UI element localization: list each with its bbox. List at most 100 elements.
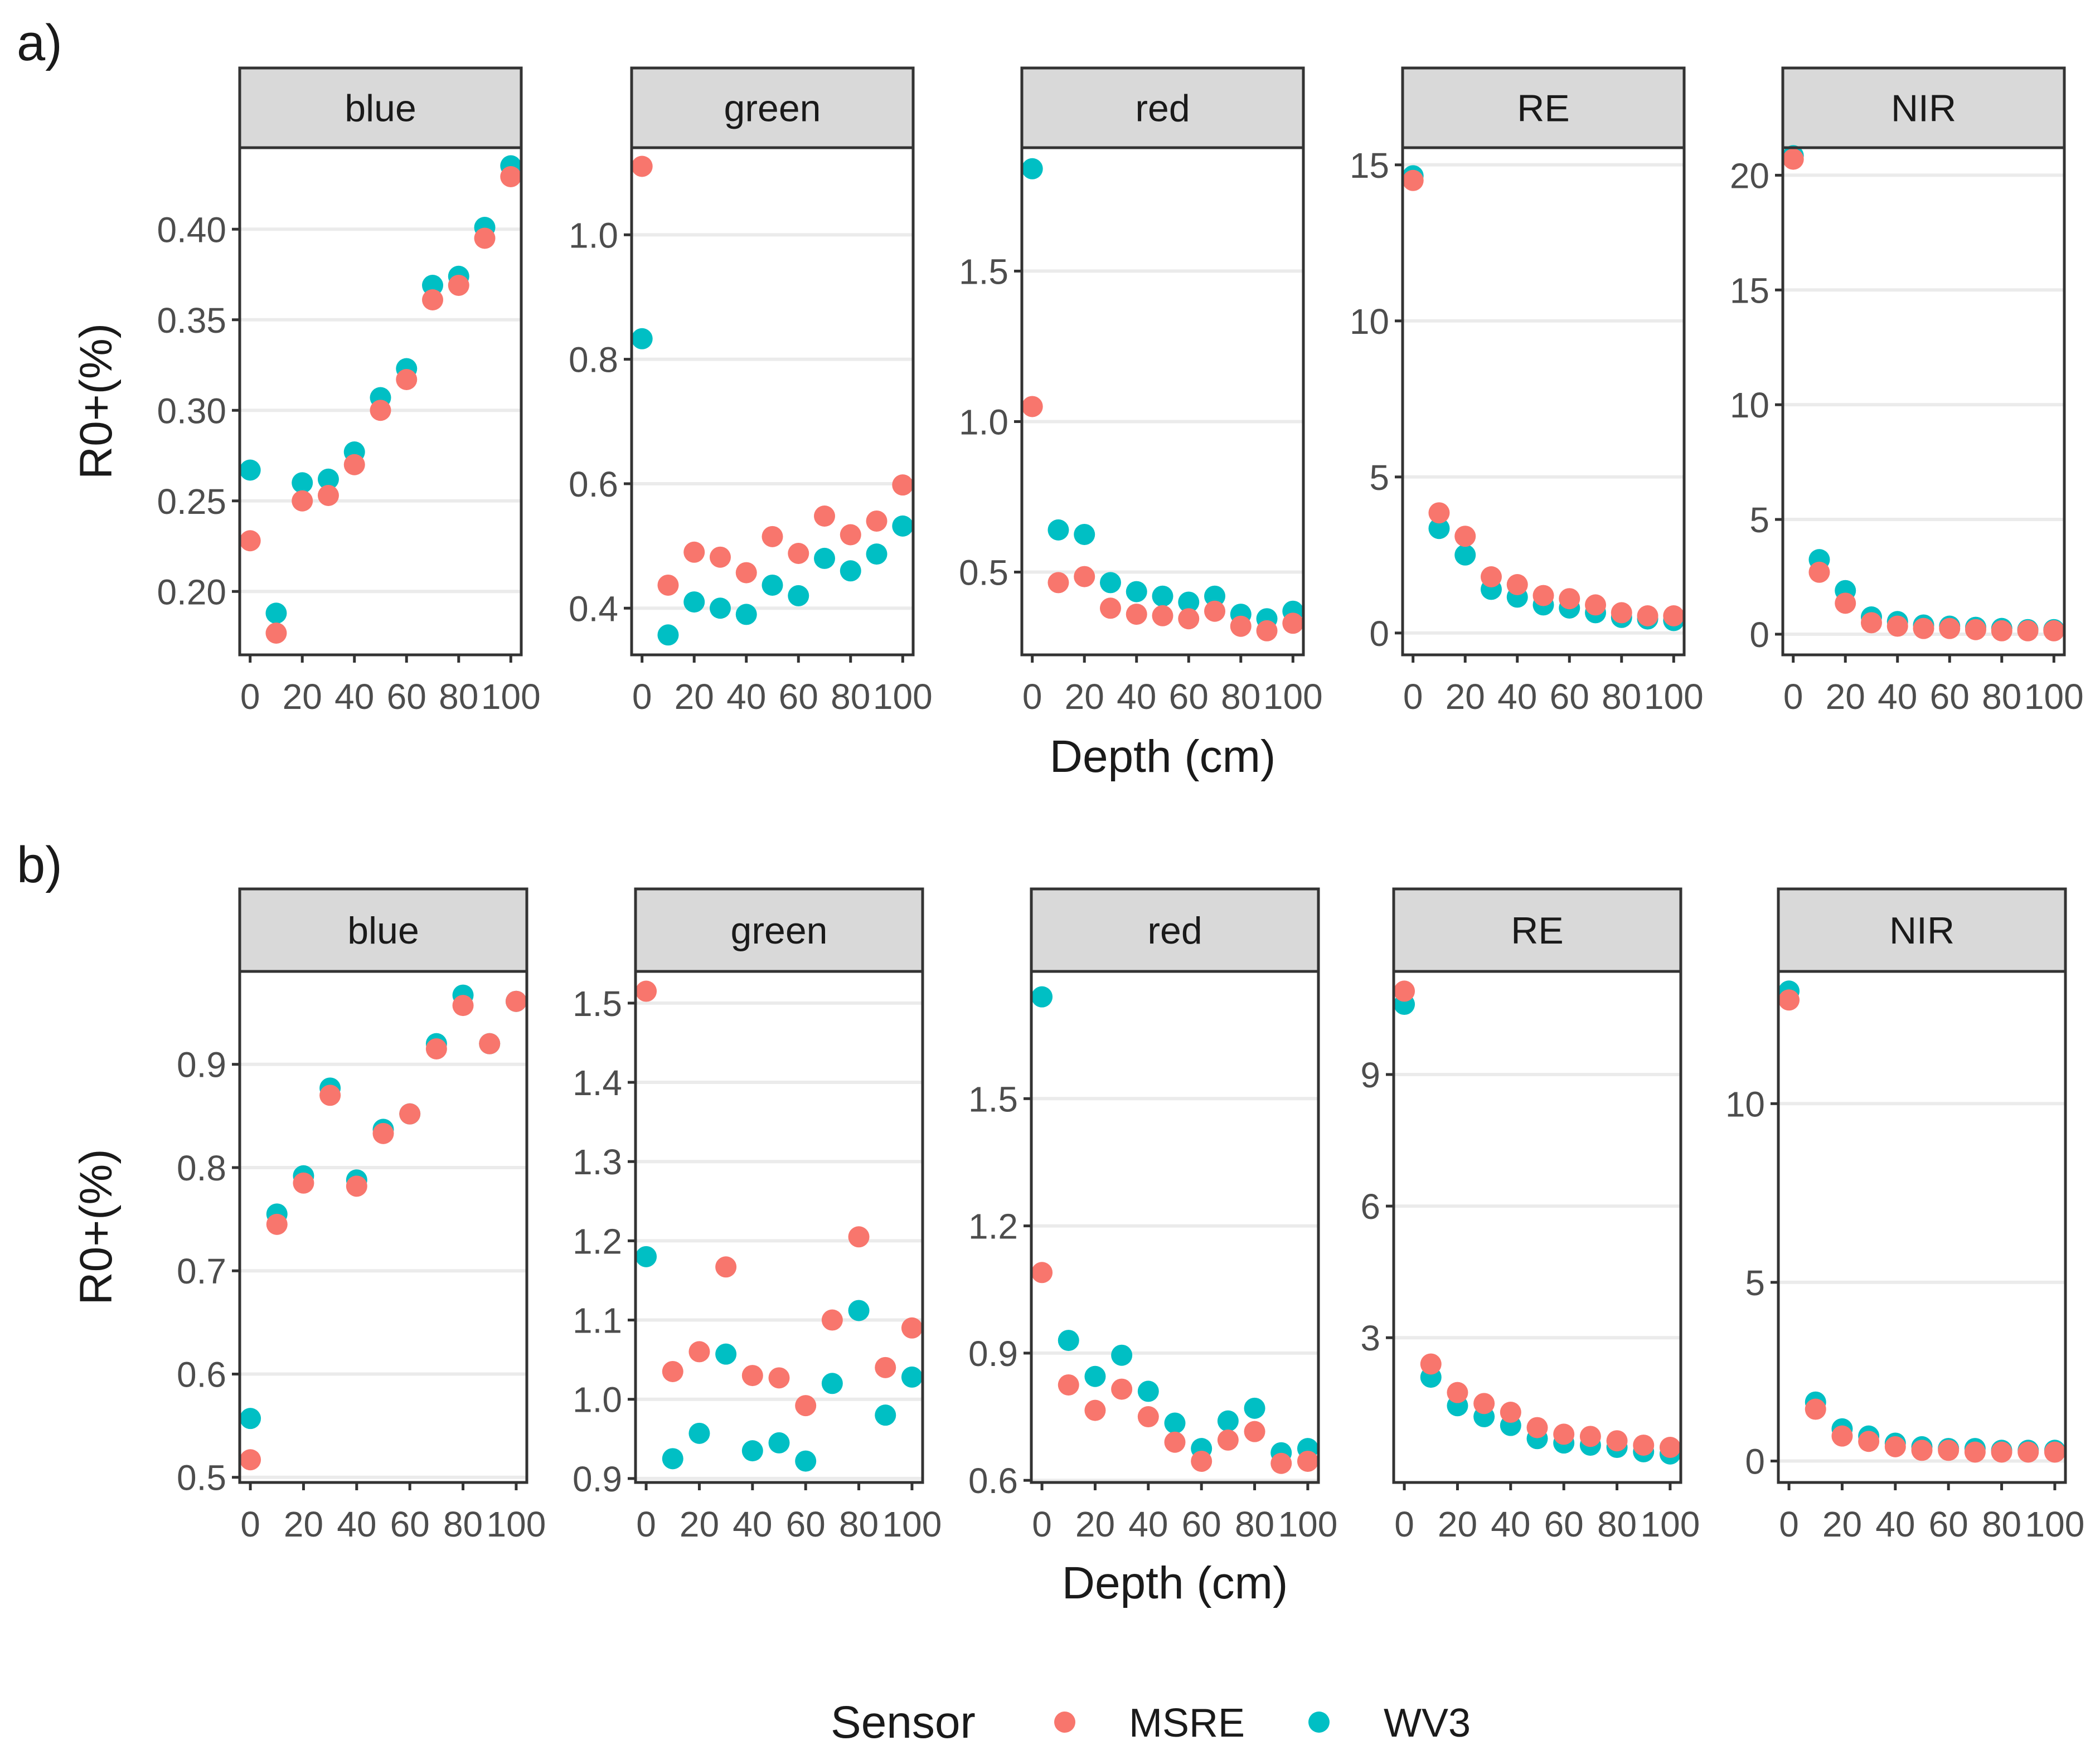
point-msre (2017, 1441, 2039, 1463)
y-tick-label: 20 (1730, 155, 1769, 196)
y-tick-label: 5 (1369, 458, 1389, 498)
point-msre (370, 400, 391, 421)
legend: Sensor MSRE WV3 (831, 1697, 1471, 1748)
point-msre (1506, 574, 1528, 595)
point-msre (2043, 620, 2065, 641)
y-tick-label: 10 (1725, 1084, 1765, 1124)
point-msre (1532, 585, 1554, 606)
y-tick-label: 0.35 (157, 300, 226, 341)
x-tick-label: 20 (680, 1504, 719, 1544)
point-msre (1152, 605, 1173, 626)
x-tick-label: 80 (1597, 1504, 1637, 1544)
x-tick-label: 40 (733, 1504, 772, 1544)
point-msre (1965, 619, 1987, 640)
point-msre (1420, 1353, 1442, 1375)
y-tick-label: 5 (1745, 1263, 1765, 1303)
facet-strip (1020, 66, 1305, 149)
x-tick-label: 100 (2025, 1504, 2085, 1544)
figure-b: b) R0+(%) Depth (cm) blue 0.5 0.6 0.7 0.8 0.9 0 20… (17, 837, 2084, 1608)
legend-key-wv3 (1308, 1712, 1330, 1733)
x-tick-label: 60 (779, 677, 818, 717)
point-msre (1204, 600, 1226, 622)
facet-strip (634, 887, 924, 973)
point-wv3 (1099, 572, 1121, 594)
point-msre (1191, 1450, 1213, 1472)
y-tick-label: 5 (1749, 500, 1769, 540)
point-msre (1991, 620, 2012, 641)
point-msre (239, 530, 261, 552)
panel-border (1401, 146, 1686, 657)
x-tick-label: 80 (443, 1504, 483, 1544)
point-msre (1606, 1430, 1628, 1452)
figure-a: a) R0+(%) Depth (cm) blue 0.20 0.25 0.30 0.35 0.… (17, 14, 2084, 782)
point-wv3 (1178, 591, 1200, 613)
point-msre (1084, 1399, 1106, 1421)
figure-label: a) (17, 14, 62, 71)
y-tick-label: 9 (1360, 1055, 1380, 1095)
point-msre (1099, 597, 1121, 619)
x-tick-label: 20 (675, 677, 714, 717)
panel-background (1022, 148, 1303, 655)
point-wv3 (840, 560, 861, 582)
facet-strip (630, 66, 915, 149)
point-msre (715, 1256, 737, 1278)
point-wv3 (788, 585, 809, 606)
legend-label-msre: MSRE (1129, 1701, 1245, 1746)
point-msre (709, 546, 731, 568)
point-msre (343, 454, 365, 475)
figure-label: b) (17, 837, 62, 893)
panel-border (630, 146, 915, 657)
point-wv3 (1031, 986, 1053, 1008)
x-tick-label: 0 (1032, 1504, 1052, 1544)
point-msre (683, 541, 705, 563)
x-tick-label: 20 (1446, 677, 1485, 717)
point-wv3 (709, 597, 731, 619)
point-msre (1808, 561, 1830, 583)
point-wv3 (768, 1432, 790, 1453)
point-msre (1637, 605, 1658, 626)
x-tick-label: 20 (283, 677, 322, 717)
facet-red: red 0.6 0.9 1.2 1.5 0 20 40 60 80 100 (968, 887, 1337, 1544)
facet-red: red 0.5 1.0 1.5 0 20 40 60 80 100 (959, 66, 1323, 717)
x-tick-label: 0 (636, 1504, 656, 1544)
facet-title: blue (347, 910, 419, 952)
facet-re: RE 0 5 10 15 0 20 40 60 80 100 (1350, 66, 1704, 717)
x-tick-label: 60 (390, 1504, 430, 1544)
point-msre (396, 369, 418, 390)
point-wv3 (795, 1450, 817, 1472)
point-wv3 (1137, 1380, 1159, 1402)
point-wv3 (317, 468, 339, 490)
x-tick-label: 80 (1602, 677, 1641, 717)
facet-title: red (1135, 87, 1190, 130)
point-msre (1111, 1378, 1133, 1400)
x-tick-label: 60 (786, 1504, 826, 1544)
point-msre (1282, 612, 1304, 634)
x-tick-label: 100 (1263, 677, 1323, 717)
point-msre (1074, 566, 1095, 587)
point-wv3 (814, 547, 836, 569)
y-tick-label: 1.2 (968, 1207, 1018, 1247)
x-tick-label: 40 (1497, 677, 1537, 717)
point-msre (1447, 1382, 1468, 1403)
point-wv3 (715, 1343, 737, 1365)
point-msre (372, 1122, 394, 1144)
point-wv3 (875, 1404, 896, 1426)
point-msre (657, 574, 679, 596)
panel-background (1394, 971, 1681, 1482)
x-tick-label: 20 (1075, 1504, 1115, 1544)
point-msre (662, 1360, 683, 1382)
x-tick-label: 20 (1065, 677, 1104, 717)
point-msre (1913, 618, 1934, 639)
facet-blue: blue 0.5 0.6 0.7 0.8 0.9 0 20 40 60 80 100 (177, 887, 546, 1544)
point-msre (1137, 1406, 1159, 1428)
x-tick-label: 60 (1930, 677, 1970, 717)
y-tick-label: 0.20 (157, 572, 226, 612)
point-msre (1858, 1431, 1880, 1452)
facet-title: RE (1511, 910, 1563, 952)
point-msre (636, 980, 657, 1002)
point-msre (1559, 588, 1580, 610)
point-msre (1454, 526, 1476, 547)
y-tick-label: 0.9 (573, 1459, 622, 1499)
x-tick-label: 0 (240, 677, 260, 717)
panel-background (1403, 148, 1684, 655)
